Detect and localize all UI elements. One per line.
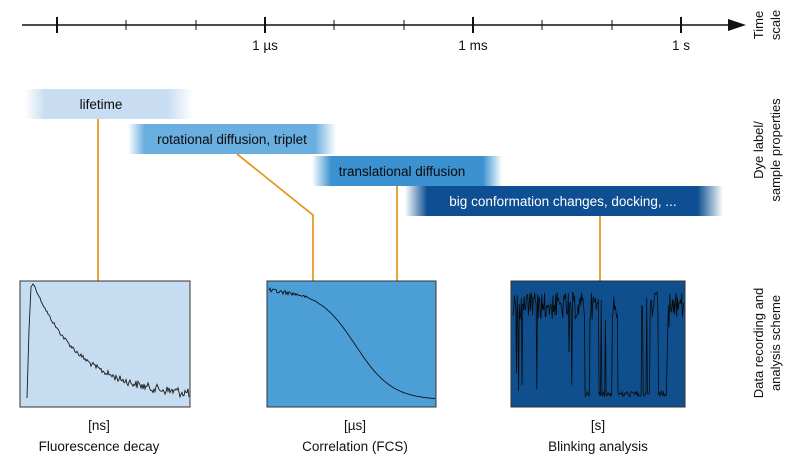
band-label-translational: translational diffusion	[339, 164, 466, 179]
panel-unit: [ns]	[88, 418, 110, 433]
panel-correlation-fcs: [µs] Correlation (FCS)	[266, 280, 437, 454]
panel-frame	[266, 280, 437, 408]
panel-title: Blinking analysis	[548, 439, 648, 454]
panel-frame	[19, 280, 191, 408]
panel-fluorescence-decay: [ns] Fluorescence decay	[19, 280, 191, 454]
axis-arrow-icon	[728, 19, 746, 31]
band-label-lifetime: lifetime	[80, 97, 123, 112]
band-label-rotational: rotational diffusion, triplet	[157, 132, 307, 147]
band-conformation-changes	[405, 186, 723, 216]
band-lifetime	[25, 89, 193, 119]
side-label-recording-2: analysis scheme	[768, 295, 783, 391]
side-label-time-scale-2: scale	[768, 10, 783, 40]
side-label-properties-1: Dye label/	[751, 121, 766, 179]
panel-title: Fluorescence decay	[39, 439, 160, 454]
side-label-recording-1: Data recording and	[751, 288, 766, 399]
tick-label-1us: 1 µs	[252, 38, 278, 53]
time-axis: 1 µs 1 ms 1 s	[22, 17, 746, 53]
band-rotational-diffusion	[128, 124, 336, 154]
side-label-time-scale-1: Time	[751, 11, 766, 39]
panel-title: Correlation (FCS)	[302, 439, 408, 454]
band-label-conformation: big conformation changes, docking, ...	[449, 194, 676, 209]
blinking-trace	[512, 290, 685, 398]
decay-curve	[26, 283, 190, 399]
side-labels: Time scale Dye label/ sample properties …	[751, 10, 783, 398]
property-bands: lifetime rotational diffusion, triplet t…	[25, 89, 723, 216]
tick-label-1s: 1 s	[672, 38, 690, 53]
correlation-curve	[268, 286, 436, 400]
panel-unit: [µs]	[344, 418, 366, 433]
band-translational-diffusion	[312, 156, 502, 186]
tick-label-1ms: 1 ms	[458, 38, 488, 53]
panel-unit: [s]	[591, 418, 605, 433]
panel-blinking-analysis: [s] Blinking analysis	[510, 280, 686, 454]
side-label-properties-2: sample properties	[768, 98, 783, 202]
